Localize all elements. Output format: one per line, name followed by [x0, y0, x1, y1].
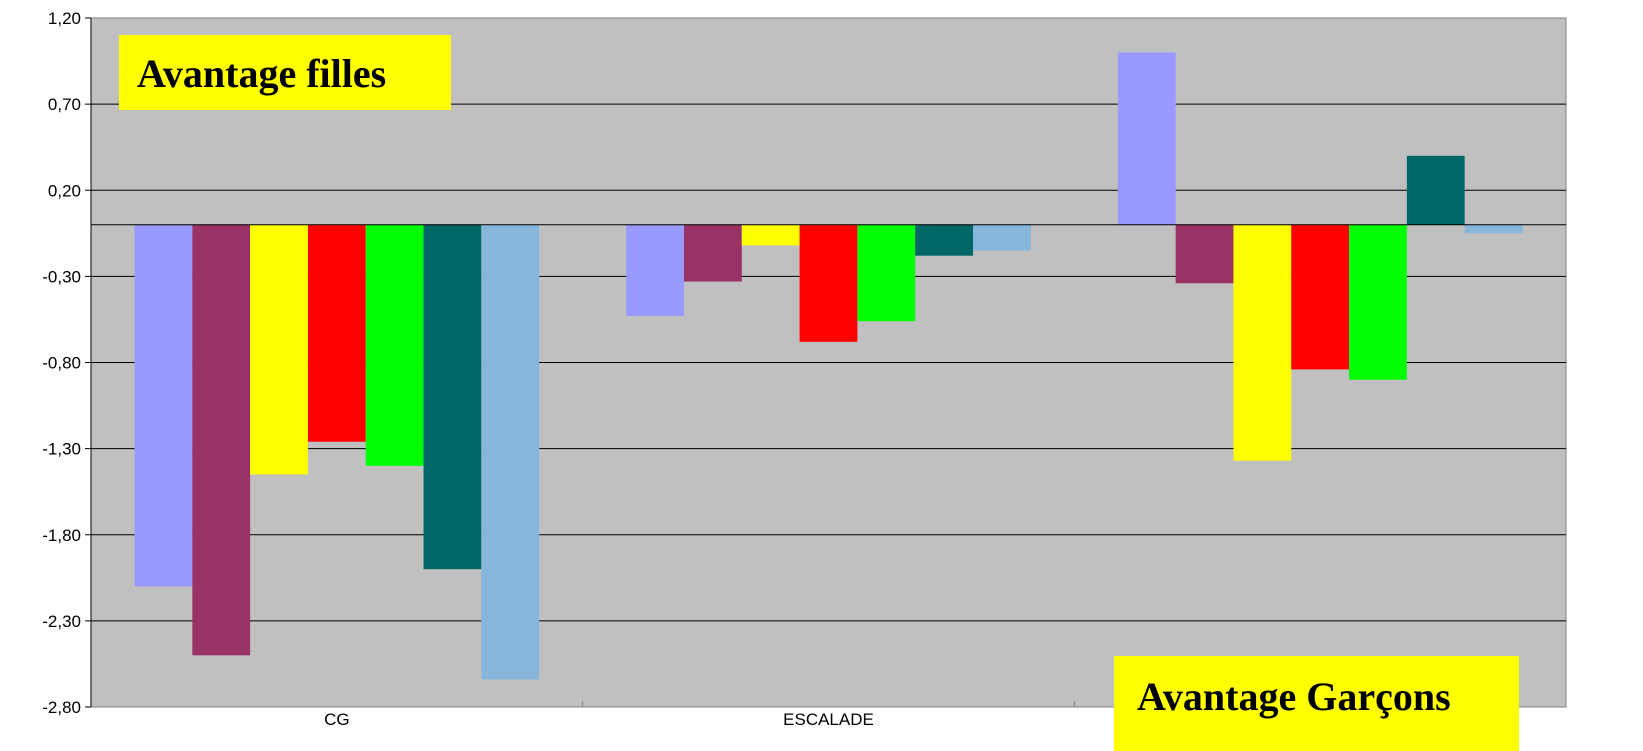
bar	[857, 224, 916, 322]
bar	[915, 224, 973, 256]
x-category-label: CG	[324, 710, 350, 729]
bar	[741, 224, 800, 246]
y-tick-label: -0,30	[42, 267, 81, 286]
bar	[1233, 224, 1292, 461]
bar	[799, 224, 858, 342]
bar	[192, 224, 251, 656]
annotations: Avantage filles Avantage Garçons	[119, 35, 1519, 751]
bar	[134, 224, 193, 587]
annotation-avantage-filles: Avantage filles	[119, 35, 451, 110]
y-tick-label: -1,30	[42, 440, 81, 459]
bar	[684, 224, 742, 282]
y-tick-label: -0,80	[42, 354, 81, 373]
bar	[1117, 52, 1176, 225]
x-axis-categories: CG ESCALADE	[324, 701, 1075, 729]
bar	[250, 224, 308, 475]
annotation-label: Avantage filles	[137, 51, 386, 96]
y-tick-label: -2,30	[42, 612, 81, 631]
bar	[1349, 224, 1407, 380]
x-category-label: ESCALADE	[783, 710, 874, 729]
y-axis-ticks: 1,20 0,70 0,20 -0,30 -0,80 -1,30 -1,80 -2,30 -2,…	[42, 9, 92, 717]
y-tick-label: 0,70	[48, 95, 81, 114]
annotation-label: Avantage Garçons	[1137, 674, 1451, 719]
y-tick-label: 0,20	[48, 181, 81, 200]
bar	[1175, 224, 1234, 284]
annotation-box	[119, 35, 451, 110]
annotation-box	[1114, 656, 1519, 751]
annotation-avantage-garcons: Avantage Garçons	[1114, 656, 1519, 751]
bar	[481, 224, 540, 680]
bar	[307, 224, 366, 442]
bar	[626, 224, 684, 316]
y-tick-label: 1,20	[48, 9, 81, 28]
bar	[1406, 155, 1465, 225]
y-tick-label: -2,80	[42, 698, 81, 717]
y-tick-label: -1,80	[42, 526, 81, 545]
bar	[1291, 224, 1350, 370]
bars	[134, 52, 1523, 680]
bar	[1464, 224, 1523, 234]
bar	[365, 224, 424, 466]
bar	[973, 224, 1031, 251]
bar	[423, 224, 482, 570]
